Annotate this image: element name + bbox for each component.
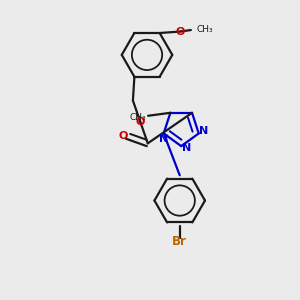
Text: O: O <box>136 117 145 127</box>
Text: CH₃: CH₃ <box>129 113 146 122</box>
Text: CH₃: CH₃ <box>197 25 213 34</box>
Text: N: N <box>159 134 168 144</box>
Text: O: O <box>176 26 185 37</box>
Text: O: O <box>119 131 128 141</box>
Text: N: N <box>200 126 209 136</box>
Text: N: N <box>182 142 191 153</box>
Text: Br: Br <box>172 235 187 248</box>
